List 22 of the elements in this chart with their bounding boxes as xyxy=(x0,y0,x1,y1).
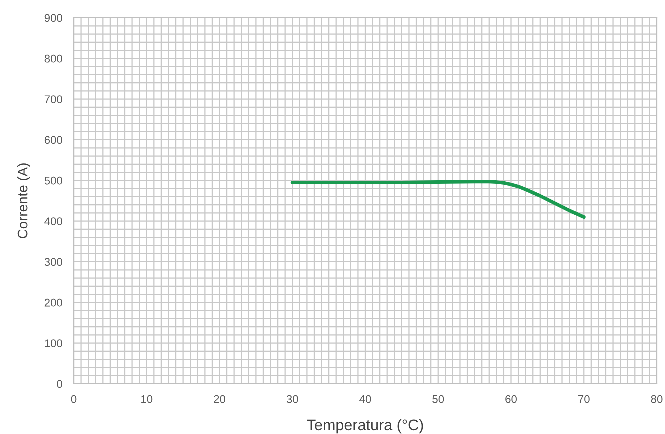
y-tick-label: 200 xyxy=(44,298,62,307)
x-tick-label: 0 xyxy=(71,395,77,404)
x-tick-label: 60 xyxy=(506,395,517,404)
y-tick-label: 800 xyxy=(44,54,62,63)
x-tick-label: 40 xyxy=(360,395,372,404)
x-tick-label: 30 xyxy=(286,395,298,404)
x-tick-label: 80 xyxy=(651,395,663,404)
line-series xyxy=(290,180,586,219)
y-axis-title: Corrente (A) xyxy=(18,164,30,238)
y-tick-label: 500 xyxy=(44,176,62,185)
y-tick-label: 0 xyxy=(57,380,62,388)
x-tick-label: 10 xyxy=(142,395,153,404)
y-tick-label: 100 xyxy=(45,340,62,348)
x-tick-label: 70 xyxy=(578,395,590,404)
y-tick-label: 600 xyxy=(44,136,62,144)
y-tick-label: 700 xyxy=(44,96,62,104)
y-tick-label: 300 xyxy=(44,258,62,266)
y-tick-label: 900 xyxy=(44,14,62,22)
y-tick-label: 400 xyxy=(44,218,62,226)
x-tick-label: 50 xyxy=(432,395,444,404)
x-axis-title: Temperatura (°C) xyxy=(307,419,424,434)
x-tick-label: 20 xyxy=(214,395,226,404)
